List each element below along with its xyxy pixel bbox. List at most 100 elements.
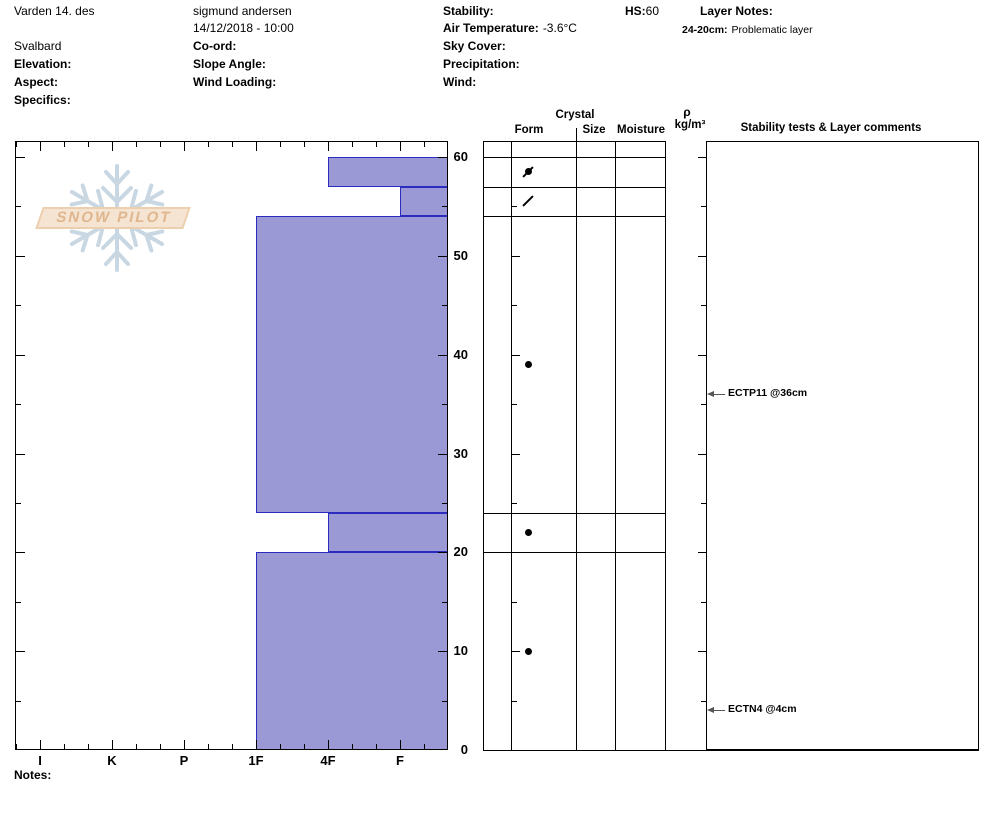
table-depth-tick (701, 700, 706, 702)
axis-tick (442, 206, 447, 208)
axis-tick (442, 404, 447, 406)
snow-layer-bar (256, 216, 448, 513)
aspect-label: Aspect: (14, 75, 59, 89)
axis-tick (16, 744, 17, 749)
depth-axis-label: 40 (453, 346, 468, 362)
axis-tick (442, 502, 447, 504)
crystal-header-divider (576, 128, 577, 141)
density-rho-header: ρ (683, 105, 691, 119)
wind-loading-label: Wind Loading: (193, 75, 277, 89)
table-grid-line (483, 750, 979, 751)
coord-label: Co-ord: (193, 39, 237, 53)
hardness-axis-label: 1F (248, 753, 264, 768)
pit-title: Varden 14. des (14, 4, 95, 18)
hs-label: HS: (625, 4, 646, 18)
axis-tick (442, 700, 447, 702)
hs-row: HS:60 (625, 4, 659, 18)
grain-form-rounded-icon (524, 529, 532, 537)
axis-tick (64, 744, 65, 749)
layer-note-text: Problematic layer (731, 24, 813, 36)
axis-tick (208, 744, 209, 749)
axis-tick (438, 354, 447, 356)
axis-tick (424, 744, 425, 749)
axis-tick (16, 255, 25, 257)
axis-tick (376, 142, 377, 147)
axis-tick (256, 142, 257, 151)
precipitation-label: Precipitation: (443, 57, 520, 71)
specifics-label: Specifics: (14, 93, 71, 107)
depth-axis-label: 0 (460, 742, 468, 757)
axis-tick (136, 744, 137, 749)
density-units-header: kg/m³ (674, 119, 706, 131)
slope-angle-label: Slope Angle: (193, 57, 266, 71)
layer-note-range: 24-20cm: (682, 24, 728, 36)
axis-tick (232, 142, 233, 147)
axis-tick (352, 142, 353, 147)
axis-tick (304, 142, 305, 147)
axis-tick (88, 744, 89, 749)
table-depth-tick (512, 502, 517, 504)
grain-form-rounded-icon (524, 361, 532, 369)
moisture-header: Moisture (617, 124, 665, 136)
axis-tick (442, 305, 447, 307)
grain-form-rounded-icon (524, 647, 532, 655)
table-depth-tick (512, 354, 520, 356)
axis-tick (16, 354, 25, 356)
axis-tick (16, 305, 21, 307)
axis-tick (280, 744, 281, 749)
hardness-axis-label: P (179, 753, 189, 768)
chart-border (15, 141, 448, 750)
table-depth-tick (701, 502, 706, 504)
axis-tick (328, 142, 329, 151)
table-depth-tick (512, 700, 517, 702)
stability-test-annotation: ECTN4 @4cm (728, 703, 797, 716)
layer-boundary-line (483, 186, 665, 188)
axis-tick (88, 142, 89, 147)
axis-tick (328, 740, 329, 749)
layer-boundary-line (483, 512, 665, 514)
wind-label: Wind: (443, 75, 477, 89)
layer-notes-label: Layer Notes: (700, 4, 773, 18)
grain-form-decomposing-icon (522, 195, 534, 208)
table-depth-tick (512, 206, 517, 208)
crystal-header: Crystal (555, 109, 595, 121)
axis-tick (16, 206, 21, 208)
air-temperature-label: Air Temperature: (443, 21, 539, 35)
axis-tick (352, 744, 353, 749)
axis-tick (184, 142, 185, 151)
axis-tick (16, 552, 25, 554)
axis-tick (160, 744, 161, 749)
axis-tick (16, 700, 21, 702)
test-arrow-line (710, 710, 725, 712)
axis-tick (438, 651, 447, 653)
notes-label: Notes: (14, 768, 52, 782)
table-grid-line (483, 141, 665, 142)
axis-tick (16, 142, 17, 147)
observer-name: sigmund andersen (193, 4, 292, 18)
table-depth-tick (512, 255, 520, 257)
axis-tick (16, 651, 25, 653)
table-grid-line (483, 141, 484, 750)
depth-axis-label: 60 (453, 149, 468, 164)
table-depth-tick (512, 305, 517, 307)
axis-tick (280, 142, 281, 147)
elevation-label: Elevation: (14, 57, 72, 71)
test-arrow-line (710, 394, 725, 396)
pit-datetime: 14/12/2018 - 10:00 (193, 21, 294, 35)
axis-tick (16, 601, 21, 603)
axis-tick (256, 740, 257, 749)
axis-tick (64, 142, 65, 147)
axis-tick (400, 740, 401, 749)
axis-tick (376, 744, 377, 749)
axis-tick (16, 404, 21, 406)
layer-boundary-line (483, 216, 665, 218)
region-label: Svalbard (14, 39, 62, 53)
sky-cover-label: Sky Cover: (443, 39, 506, 53)
stability-test-annotation: ECTP11 @36cm (728, 387, 808, 400)
depth-axis-label: 30 (453, 445, 468, 461)
snow-layer-bar (256, 552, 448, 750)
hardness-axis-label: I (38, 753, 42, 768)
axis-tick (232, 744, 233, 749)
table-depth-tick (701, 305, 706, 307)
axis-tick (136, 142, 137, 147)
